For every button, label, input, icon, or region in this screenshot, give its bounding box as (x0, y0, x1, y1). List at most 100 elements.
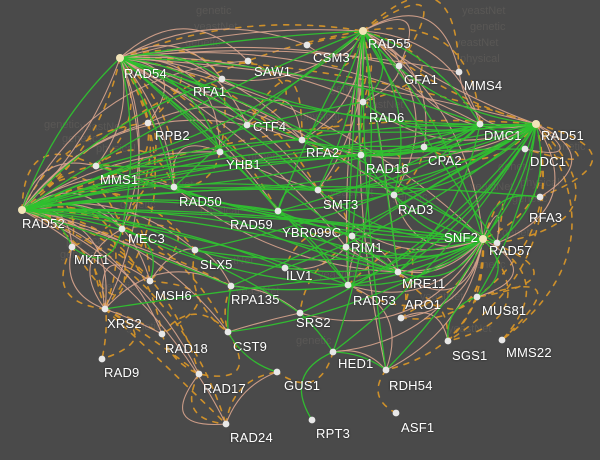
graph-node-rad50[interactable] (170, 183, 178, 191)
graph-node-snf2[interactable] (479, 235, 487, 243)
edge-genetic-dashed (377, 369, 397, 414)
edge-genetic (301, 123, 481, 153)
edge-genetic-dashed (423, 123, 537, 161)
graph-node-rpt3[interactable] (308, 416, 316, 424)
graph-node-smt3[interactable] (314, 186, 322, 194)
edge-genetic-dashed (62, 246, 106, 310)
edge-genetic-dashed (21, 209, 108, 360)
edge-genetic-dashed (535, 123, 594, 198)
watermark-text: yeastNet (210, 255, 253, 267)
edge-physical (496, 123, 556, 244)
graph-node-xrs2[interactable] (101, 305, 109, 313)
edge-genetic-dashed (95, 149, 175, 188)
graph-node-ybr099c[interactable] (348, 232, 356, 240)
graph-node-csm3[interactable] (303, 41, 311, 49)
graph-node-mec3[interactable] (118, 225, 126, 233)
edge-genetic (119, 57, 484, 240)
graph-node-gus1[interactable] (273, 368, 281, 376)
watermark-text: yeastNet (330, 187, 373, 199)
graph-node-rfa1[interactable] (218, 75, 226, 83)
graph-node-rad54[interactable] (116, 54, 124, 62)
edge-physical (119, 57, 175, 188)
graph-node-mkt1[interactable] (68, 243, 76, 251)
edge-genetic (277, 185, 319, 212)
graph-node-aro1[interactable] (397, 314, 405, 322)
graph-node-mms22[interactable] (498, 336, 506, 344)
graph-node-mms4[interactable] (455, 68, 463, 76)
edge-genetic (360, 123, 537, 156)
edge-genetic-dashed (501, 123, 573, 341)
edge-genetic-dashed (119, 24, 364, 59)
graph-node-slx5[interactable] (191, 246, 199, 254)
graph-node-mre11[interactable] (394, 268, 402, 276)
edge-physical (119, 45, 223, 80)
graph-node-rad52[interactable] (18, 206, 26, 214)
edge-physical (362, 15, 460, 73)
graph-node-rad3[interactable] (390, 191, 398, 199)
graph-node-ddc1[interactable] (521, 145, 529, 153)
graph-node-rad16[interactable] (357, 151, 365, 159)
watermark-text: genetic (296, 335, 332, 347)
edge-genetic (351, 123, 537, 237)
graph-node-cst9[interactable] (224, 328, 232, 336)
edge-genetic (397, 123, 481, 273)
edge-physical (21, 209, 227, 425)
graph-node-rdh54[interactable] (382, 366, 390, 374)
graph-node-rad6[interactable] (359, 98, 367, 106)
graph-node-msh6[interactable] (146, 277, 154, 285)
graph-node-rad57[interactable] (493, 239, 501, 247)
edge-genetic (173, 30, 364, 188)
graph-node-dmc1[interactable] (476, 120, 484, 128)
graph-node-rad24[interactable] (222, 420, 230, 428)
graph-node-cpa2[interactable] (420, 143, 428, 151)
graph-node-rad51[interactable] (532, 120, 540, 128)
edge-genetic-dashed (21, 119, 537, 211)
graph-node-srs2[interactable] (296, 309, 304, 317)
graph-node-mus81[interactable] (473, 293, 481, 301)
graph-node-sgs1[interactable] (444, 337, 452, 345)
edge-genetic-dashed (385, 238, 484, 371)
edge-genetic (21, 148, 526, 211)
graph-node-rad18[interactable] (158, 330, 166, 338)
graph-node-rfa2[interactable] (298, 136, 306, 144)
graph-node-rim1[interactable] (342, 243, 350, 251)
watermark-text: yeastNet (462, 5, 505, 17)
graph-node-rad53[interactable] (344, 281, 352, 289)
edge-genetic-dashed (93, 247, 151, 310)
graph-node-rpb2[interactable] (144, 119, 152, 127)
graph-node-ctf4[interactable] (243, 121, 251, 129)
edge-physical (397, 238, 484, 291)
node-layer[interactable] (18, 27, 544, 428)
edge-genetic (227, 285, 232, 333)
graph-node-gfa1[interactable] (395, 62, 403, 70)
edge-physical (104, 308, 163, 335)
edge-genetic (362, 30, 498, 244)
graph-node-rpa135[interactable] (227, 282, 235, 290)
edge-genetic (227, 331, 278, 373)
graph-node-asf1[interactable] (392, 409, 400, 417)
edge-genetic-dashed (21, 209, 232, 287)
edge-physical (332, 350, 387, 371)
graph-node-hed1[interactable] (329, 348, 337, 356)
edge-genetic-dashed (276, 351, 334, 384)
graph-node-ilv1[interactable] (281, 264, 289, 272)
edge-genetic (173, 123, 481, 188)
edge-genetic (21, 123, 537, 211)
graph-node-yhb1[interactable] (216, 148, 224, 156)
graph-node-rad59[interactable] (274, 207, 282, 215)
edge-physical (102, 264, 151, 310)
graph-node-rfa3[interactable] (536, 193, 544, 201)
edge-physical (524, 123, 561, 153)
edge-genetic-dashed (104, 308, 227, 425)
edge-genetic (277, 30, 364, 212)
graph-node-rad17[interactable] (195, 370, 203, 378)
graph-node-mms1[interactable] (92, 162, 100, 170)
edge-genetic (119, 57, 319, 191)
edge-genetic (121, 228, 154, 282)
graph-node-rad55[interactable] (359, 27, 367, 35)
edge-genetic-dashed (21, 187, 151, 282)
graph-node-saw1[interactable] (244, 57, 252, 65)
graph-node-rad9[interactable] (98, 355, 106, 363)
edge-physical (21, 202, 196, 251)
